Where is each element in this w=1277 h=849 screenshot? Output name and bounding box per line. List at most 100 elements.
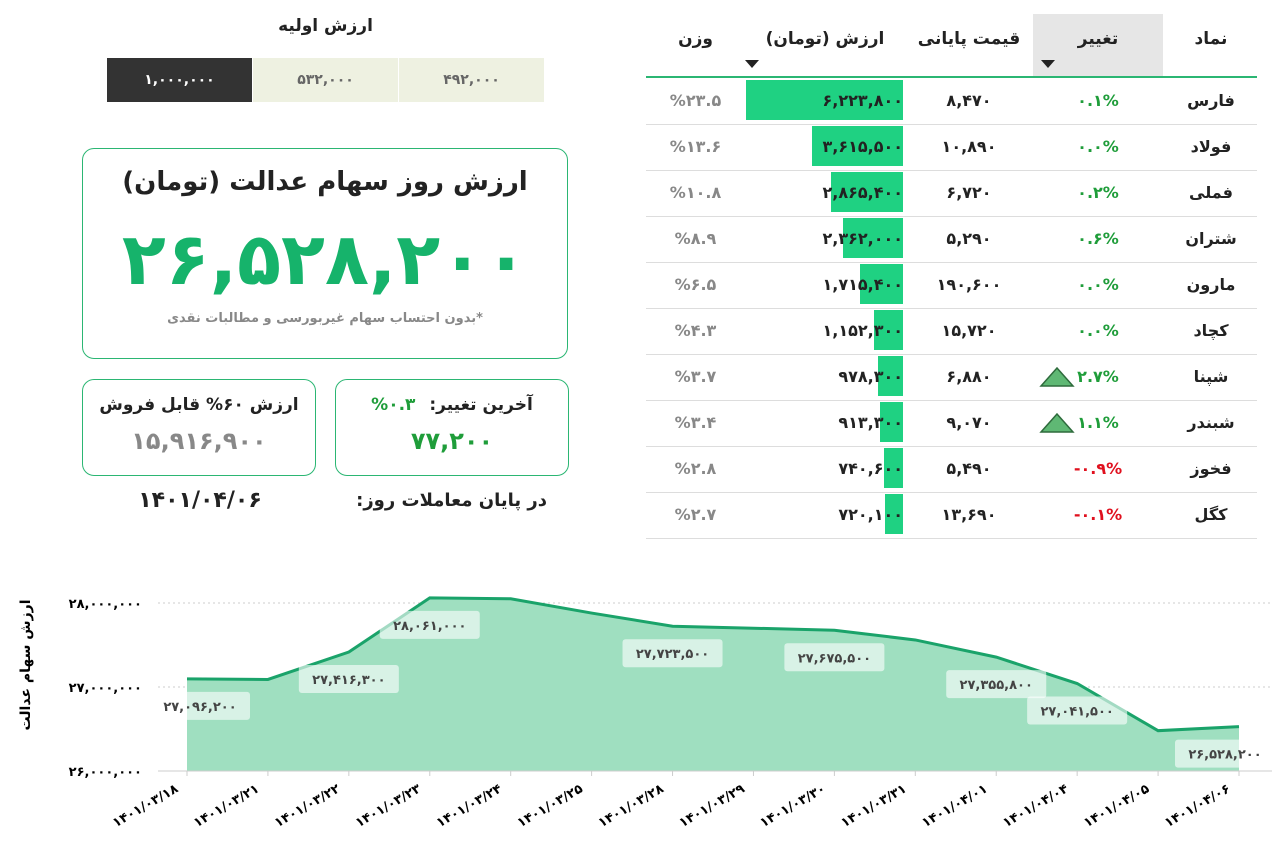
price-cell: ۸,۴۷۰	[946, 91, 992, 110]
value-cell: ۹۱۳,۳۰۰	[838, 413, 903, 432]
initial-value-option: ۵۳۲,۰۰۰	[253, 58, 398, 102]
sort-arrow-shape	[745, 60, 759, 68]
change-cell: ۰.۲%	[1077, 183, 1119, 202]
x-tick-label: ۱۴۰۱/۰۴/۰۴	[1000, 781, 1071, 831]
value-cell: ۲,۳۶۲,۰۰۰	[822, 229, 903, 248]
change-value: ۷۷,۲۰۰	[410, 427, 494, 455]
up-icon-shape	[1039, 412, 1075, 433]
price-cell: ۱۰,۸۹۰	[941, 137, 997, 156]
value-bar	[878, 356, 903, 396]
change-cell: ۰.۰%	[1077, 137, 1119, 156]
y-tick-label: ۲۸,۰۰۰,۰۰۰	[69, 597, 142, 612]
weight-cell: %۲۳.۵	[669, 91, 722, 110]
initial-value-option: ۴۹۲,۰۰۰	[399, 58, 544, 102]
y-tick-label: ۲۶,۰۰۰,۰۰۰	[69, 765, 142, 780]
change-cell: ۰.۱%	[1077, 91, 1119, 110]
table-row: کچاد ۰.۰% ۱۵,۷۲۰ ۱,۱۵۲,۳۰۰ %۴.۳	[646, 308, 1257, 355]
symbol-cell: شتران	[1185, 229, 1237, 248]
value-label: ۲۷,۷۲۳,۵۰۰	[636, 647, 709, 662]
price-cell: ۶,۷۲۰	[946, 183, 992, 202]
table-row: فارس ۰.۱% ۸,۴۷۰ ۶,۲۲۳,۸۰۰ %۲۳.۵	[646, 78, 1257, 125]
weight-cell: %۸.۹	[674, 229, 717, 248]
value-bar	[746, 80, 903, 120]
weight-cell: %۱۰.۸	[669, 183, 722, 202]
symbol-cell: فملی	[1189, 183, 1233, 202]
initial-value-title: ارزش اولیه	[278, 16, 373, 36]
x-tick-label: ۱۴۰۱/۰۳/۲۱	[191, 781, 262, 830]
value-label: ۲۶,۵۲۸,۲۰۰	[1188, 748, 1261, 763]
x-tick-label: ۱۴۰۱/۰۴/۰۱	[920, 781, 991, 830]
change-cell: -۰.۹%	[1073, 459, 1123, 478]
value-bar	[873, 310, 903, 350]
header-cell: قیمت پایانی	[917, 29, 1021, 49]
sort-arrow-shape	[1041, 60, 1055, 68]
price-cell: ۱۵,۷۲۰	[941, 321, 997, 340]
value-bar	[830, 172, 903, 212]
value-cell: ۶,۲۲۳,۸۰۰	[822, 91, 903, 110]
value-label-box	[379, 610, 480, 639]
price-cell: ۹,۰۷۰	[946, 413, 992, 432]
value-bar	[811, 126, 903, 166]
table-row: کگل -۰.۱% ۱۳,۶۹۰ ۷۲۰,۱۰۰ %۲.۷	[646, 492, 1257, 539]
weight-cell: %۳.۴	[674, 413, 717, 432]
sellable-label: ارزش ۶۰% قابل فروش	[99, 395, 299, 415]
header-cell: نماد	[1194, 29, 1228, 49]
value-bar	[884, 448, 903, 488]
value-label-box	[946, 670, 1047, 699]
main-card-value: ۲۶,۵۲۸,۲۰۰	[121, 217, 529, 301]
main-card: ارزش روز سهام عدالت (تومان) ۲۶,۵۲۸,۲۰۰ *…	[82, 148, 568, 359]
value-cell: ۱,۱۵۲,۳۰۰	[822, 321, 903, 340]
value-bar	[884, 494, 903, 534]
symbol-cell: شپنا	[1193, 367, 1229, 386]
table-row: مارون ۰.۰% ۱۹۰,۶۰۰ ۱,۷۱۵,۴۰۰ %۶.۵	[646, 262, 1257, 309]
table-row: فخوز -۰.۹% ۵,۴۹۰ ۷۴۰,۶۰۰ %۲.۸	[646, 446, 1257, 493]
header-cell: وزن	[678, 29, 713, 49]
price-cell: ۱۹۰,۶۰۰	[936, 275, 1002, 294]
value-label-box	[150, 691, 250, 720]
symbol-cell: کگل	[1194, 505, 1228, 524]
symbol-cell: فولاد	[1190, 137, 1232, 156]
header-cell: تغییر	[1033, 14, 1163, 76]
sort-arrow	[745, 60, 759, 68]
line	[186, 596, 1240, 733]
symbol-cell: شبندر	[1187, 413, 1235, 432]
value-label: ۲۷,۳۵۵,۸۰۰	[960, 678, 1033, 693]
x-tick-label: ۱۴۰۱/۰۴/۰۵	[1081, 781, 1152, 831]
change-cell: ۱.۱%	[1077, 413, 1119, 432]
change-cell: ۰.۰%	[1077, 275, 1119, 294]
x-tick-label: ۱۴۰۱/۰۳/۳۰	[758, 781, 829, 830]
value-cell: ۷۴۰,۶۰۰	[838, 459, 903, 478]
x-tick-label: ۱۴۰۱/۰۳/۳۱	[839, 781, 910, 830]
x-tick-label: ۱۴۰۱/۰۳/۲۳	[353, 781, 424, 831]
table-row: شتران ۰.۶% ۵,۲۹۰ ۲,۳۶۲,۰۰۰ %۸.۹	[646, 216, 1257, 263]
x-tick-label: ۱۴۰۱/۰۳/۲۴	[434, 781, 505, 831]
price-cell: ۵,۴۹۰	[946, 459, 992, 478]
value-cell: ۲,۸۶۵,۴۰۰	[822, 183, 903, 202]
price-cell: ۶,۸۸۰	[946, 367, 992, 386]
table-row: شپنا ۲.۷% ۶,۸۸۰ ۹۷۸,۳۰۰ %۳.۷	[646, 354, 1257, 401]
value-label: ۲۷,۰۹۶,۲۰۰	[163, 700, 236, 715]
price-cell: ۱۳,۶۹۰	[941, 505, 997, 524]
y-tick-label: ۲۷,۰۰۰,۰۰۰	[69, 681, 142, 696]
footer-date: ۱۴۰۱/۰۴/۰۶	[138, 488, 262, 513]
sellable-card: ارزش ۶۰% قابل فروش ۱۵,۹۱۶,۹۰۰	[82, 379, 316, 476]
x-tick-label: ۱۴۰۱/۰۳/۲۸	[596, 781, 667, 831]
value-label: ۲۷,۰۴۱,۵۰۰	[1040, 705, 1113, 720]
sellable-value: ۱۵,۹۱۶,۹۰۰	[131, 427, 267, 455]
weight-cell: %۱۳.۶	[669, 137, 722, 156]
table-row: فولاد ۰.۰% ۱۰,۸۹۰ ۳,۶۱۵,۵۰۰ %۱۳.۶	[646, 124, 1257, 171]
value-label: ۲۷,۴۱۶,۳۰۰	[312, 673, 385, 688]
footer-label: در پایان معاملات روز:	[356, 490, 547, 511]
weight-cell: %۳.۷	[674, 367, 717, 386]
up-icon	[1039, 412, 1075, 433]
value-label: ۲۷,۶۷۵,۵۰۰	[798, 651, 871, 666]
sort-arrow	[1041, 60, 1055, 68]
y-axis-title: ارزش سهام عدالت	[18, 599, 34, 730]
weight-cell: %۶.۵	[674, 275, 717, 294]
x-tick-label: ۱۴۰۱/۰۳/۱۸	[110, 781, 181, 831]
change-label: آخرین تغییر:	[429, 395, 533, 415]
value-cell: ۹۷۸,۳۰۰	[838, 367, 903, 386]
area	[187, 597, 1239, 771]
